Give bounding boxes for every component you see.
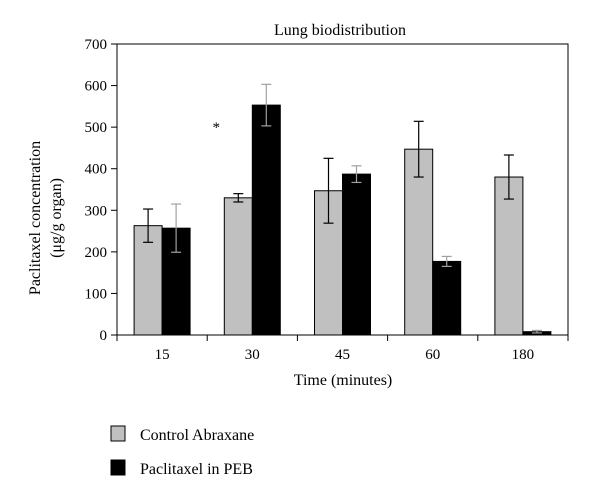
- y-axis-label: Paclitaxel concentration (μg/g organ): [27, 141, 65, 295]
- error-bar-paclitaxel-in-peb-180: [531, 329, 542, 334]
- bar-control-abraxane-180: [494, 176, 524, 336]
- y-tick-label: 500: [85, 120, 108, 136]
- error-bar-control-abraxane-30: [233, 193, 244, 203]
- error-bar-paclitaxel-in-peb-45: [351, 165, 362, 184]
- legend-label-control-abraxane: Control Abraxane: [140, 427, 254, 444]
- significance-marker: *: [213, 120, 221, 136]
- error-bar-control-abraxane-45: [323, 157, 334, 224]
- x-tick-label-45: 45: [335, 347, 350, 363]
- bar-paclitaxel-in-peb-30: [251, 104, 281, 336]
- y-tick-label: 400: [85, 162, 108, 178]
- error-bar-paclitaxel-in-peb-15: [171, 203, 182, 253]
- bar-control-abraxane-15: [133, 225, 163, 336]
- bar-paclitaxel-in-peb-60: [432, 260, 462, 336]
- error-bar-paclitaxel-in-peb-30: [261, 83, 272, 127]
- legend: Control Abraxane Paclitaxel in PEB: [110, 425, 254, 478]
- y-axis-label-line2: (μg/g organ): [48, 178, 65, 258]
- y-tick-label: 700: [85, 37, 108, 53]
- legend-swatch-control-abraxane: [110, 425, 126, 442]
- x-tick-label-60: 60: [425, 347, 440, 363]
- x-axis-label: Time (minutes): [294, 372, 393, 389]
- y-tick-label: 100: [85, 286, 108, 302]
- y-tick-label: 200: [85, 245, 108, 261]
- x-tick-label-180: 180: [512, 347, 535, 363]
- error-bar-control-abraxane-15: [143, 208, 154, 243]
- legend-swatch-paclitaxel-in-peb: [110, 459, 126, 476]
- bar-control-abraxane-60: [404, 148, 434, 336]
- legend-label-paclitaxel-in-peb: Paclitaxel in PEB: [140, 461, 253, 478]
- x-tick-label-30: 30: [245, 347, 260, 363]
- bar-control-abraxane-30: [223, 197, 253, 336]
- y-tick-label: 300: [85, 203, 108, 219]
- y-tick-label: 0: [100, 328, 108, 344]
- y-axis-label-line1: Paclitaxel concentration: [27, 141, 44, 295]
- error-bar-control-abraxane-60: [413, 120, 424, 178]
- y-tick-label: 600: [85, 79, 108, 95]
- plot-area: 0 100 200 300 400 500 600 700 15 30 45 60 180 *: [85, 37, 569, 363]
- x-tick-label-15: 15: [155, 347, 170, 363]
- error-bar-paclitaxel-in-peb-60: [441, 255, 452, 268]
- bar-paclitaxel-in-peb-45: [342, 173, 371, 336]
- chart-title: Lung biodistribution: [274, 22, 406, 39]
- error-bar-control-abraxane-180: [503, 154, 514, 200]
